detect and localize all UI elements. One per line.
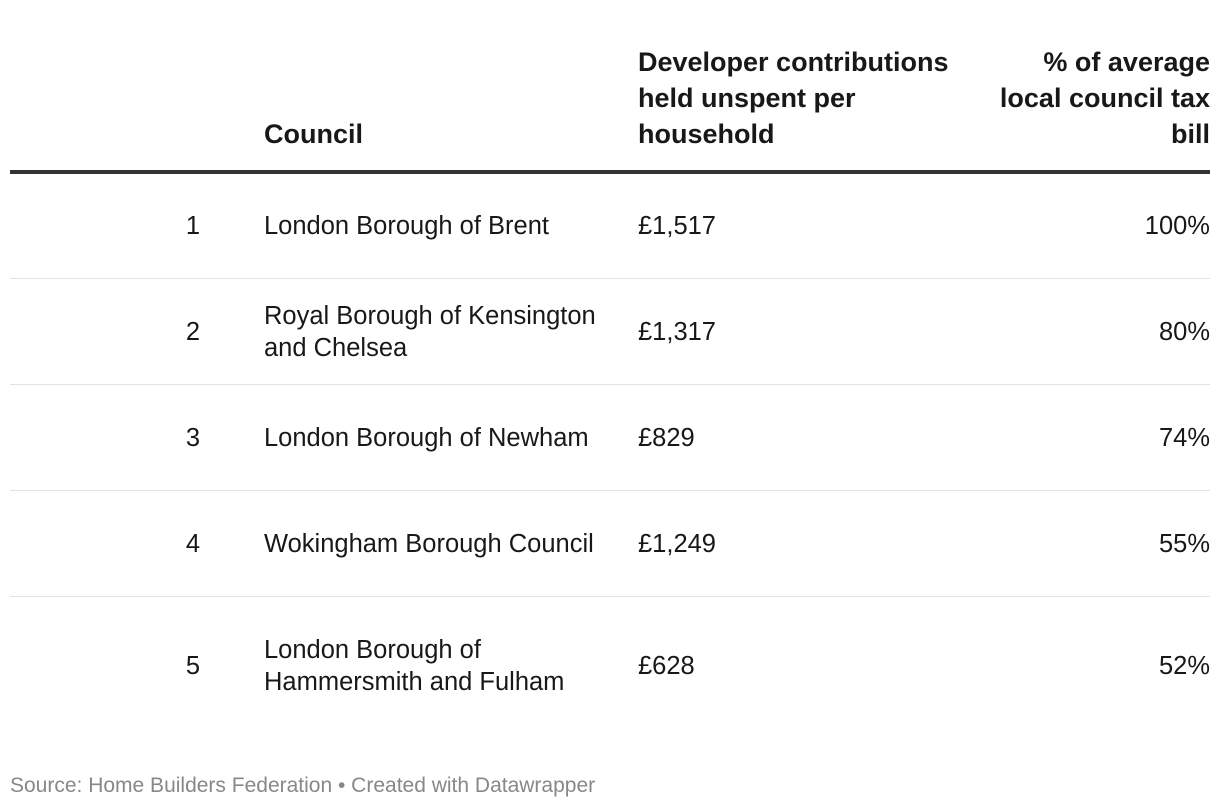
percent-cell: 74% — [988, 384, 1210, 491]
amount-cell: £1,317 — [638, 278, 988, 385]
source-footer: Source: Home Builders Federation • Creat… — [10, 774, 596, 797]
council-cell: London Borough of Newham — [264, 384, 638, 491]
rank-cell: 1 — [10, 172, 264, 279]
table-row: 2 Royal Borough of Kensington and Chelsea… — [10, 278, 1210, 385]
table-header: Council Developer contributions held uns… — [10, 0, 1210, 174]
council-cell: Wokingham Borough Council — [264, 490, 638, 597]
data-table-container: Council Developer contributions held uns… — [10, 0, 1210, 735]
header-row: Council Developer contributions held uns… — [10, 0, 1210, 174]
column-header-percent-council-tax: % of average local council tax bill — [988, 0, 1210, 174]
amount-cell: £1,517 — [638, 172, 988, 279]
amount-cell: £829 — [638, 384, 988, 491]
table-row: 5 London Borough of Hammersmith and Fulha… — [10, 597, 1210, 736]
amount-cell: £1,249 — [638, 490, 988, 597]
amount-cell: £628 — [638, 652, 695, 680]
rank-cell: 5 — [185, 652, 200, 680]
column-header-developer-contributions: Developer contributions held unspent per… — [638, 0, 988, 174]
data-table: Council Developer contributions held uns… — [10, 0, 1210, 735]
percent-cell: 52% — [1158, 652, 1210, 680]
council-cell: London Borough of Hammersmith and Fulham — [264, 636, 565, 696]
table-row: 4 Wokingham Borough Council £1,249 55% — [10, 490, 1210, 597]
table-row: 1 London Borough of Brent £1,517 100% — [10, 172, 1210, 279]
percent-cell: 80% — [988, 278, 1210, 385]
council-cell: London Borough of Brent — [264, 172, 638, 279]
council-cell: Royal Borough of Kensington and Chelsea — [264, 278, 638, 385]
column-header-rank — [10, 0, 264, 174]
rank-cell: 3 — [10, 384, 264, 491]
percent-cell: 55% — [988, 490, 1210, 597]
rank-cell: 4 — [10, 490, 264, 597]
table-row: 3 London Borough of Newham £829 74% — [10, 384, 1210, 491]
table-body: 1 London Borough of Brent £1,517 100% 2 Royal… — [10, 172, 1210, 735]
column-header-council: Council — [264, 0, 638, 174]
percent-cell: 100% — [988, 172, 1210, 279]
rank-cell: 2 — [10, 278, 264, 385]
